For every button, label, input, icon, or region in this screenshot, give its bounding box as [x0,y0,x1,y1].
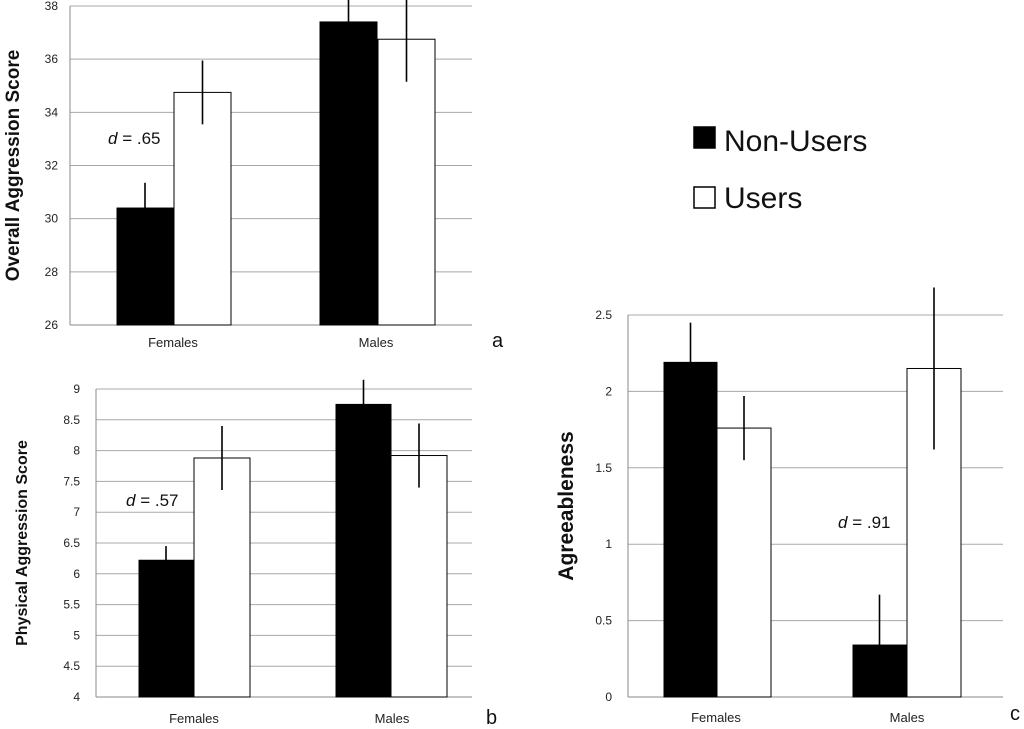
y-tick-label: 7 [73,505,80,519]
x-category-label: Males [359,335,394,350]
panel-label: c [1010,703,1020,725]
y-tick-label: 1.5 [595,461,612,475]
y-tick-label: 4 [73,690,80,704]
bar-non-users-females [663,361,718,698]
y-tick-label: 1 [605,537,612,551]
y-tick-label: 6.5 [63,536,80,550]
legend: Non-Users Users [693,125,867,215]
x-category-label: Males [375,711,410,726]
y-tick-label: 30 [45,212,59,226]
legend-swatch-non-users [693,126,716,149]
y-tick-label: 8.5 [63,413,80,427]
y-axis-title: Agreeableness [555,431,578,580]
y-tick-label: 5 [73,628,80,642]
y-tick-label: 2 [605,384,612,398]
bar-non-users-females [138,559,194,698]
y-tick-label: 9 [73,382,80,396]
y-axis-title: Physical Aggression Score [14,440,31,646]
x-category-label: Females [691,710,741,725]
bar-non-users-males [319,21,378,326]
y-tick-label: 34 [45,105,59,119]
y-tick-label: 2.5 [595,308,612,322]
bar-users-males [390,455,448,698]
bar-non-users-males [335,403,392,698]
bar-users-females [173,91,232,326]
y-tick-label: 0.5 [595,614,612,628]
effect-size-annotation: d = .65 [108,129,160,148]
legend-swatch-users [693,186,716,209]
bar-users-females [193,457,251,698]
y-tick-label: 36 [45,52,59,66]
y-axis-title: Overall Aggression Score [3,50,24,282]
panel-label: a [492,330,504,352]
x-category-label: Females [148,335,198,350]
x-category-label: Males [890,710,925,725]
effect-size-annotation: d = .57 [126,491,178,510]
y-tick-label: 26 [45,318,59,332]
bar-users-females [716,427,772,698]
x-category-label: Females [169,711,219,726]
y-tick-label: 6 [73,567,80,581]
y-tick-label: 38 [45,0,59,13]
y-tick-label: 28 [45,265,59,279]
y-tick-label: 5.5 [63,598,80,612]
y-tick-label: 0 [605,690,612,704]
bar-users-males [377,38,436,326]
panel-label: b [486,707,497,729]
y-tick-label: 32 [45,159,59,173]
effect-size-annotation: d = .91 [838,513,890,532]
y-tick-label: 7.5 [63,474,80,488]
y-tick-label: 4.5 [63,659,80,673]
legend-label-non-users: Non-Users [724,125,867,158]
legend-label-users: Users [724,182,802,215]
y-tick-label: 8 [73,444,80,458]
